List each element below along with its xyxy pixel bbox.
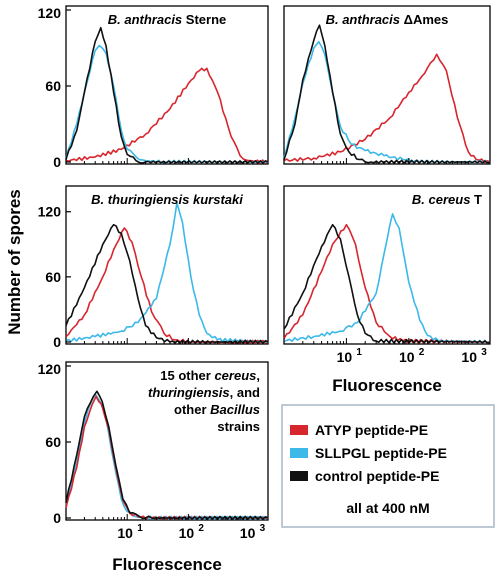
panel-4-xtick-exponent-2: 2 xyxy=(419,347,425,358)
legend-label-atyp: ATYP peptide-PE xyxy=(315,422,428,438)
legend-box xyxy=(281,404,495,528)
panel-1-title: B. anthracis Sterne xyxy=(108,12,227,27)
panel-2-series-2-line xyxy=(283,40,491,164)
panel-3-ytick-label-2: 60 xyxy=(45,269,61,285)
panel-frame-2 xyxy=(283,5,491,165)
panel-3-series-3-line xyxy=(65,223,269,344)
legend-label-control: control peptide-PE xyxy=(315,468,439,484)
legend-label-sllpgl: SLLPGL peptide-PE xyxy=(315,445,447,461)
legend-swatch-sllpgl xyxy=(290,448,308,458)
panel-5-xtick-label-1: 10 xyxy=(117,525,133,541)
panel-4-xtick-label-3: 10 xyxy=(461,349,477,365)
x-axis-label-bottom: Fluorescence xyxy=(112,555,222,574)
legend-swatch-control xyxy=(290,471,308,481)
panel-4-xtick-label-1: 10 xyxy=(337,349,353,365)
panel-5-xtick-label-3: 10 xyxy=(240,525,256,541)
panel-3-series-1-line xyxy=(65,227,269,344)
panel-4-title: B. cereus T xyxy=(412,192,482,207)
panel-3-plot: 0 60 120 B. thuringiensis kurstaki xyxy=(38,192,269,350)
y-axis-label: Number of spores xyxy=(5,189,24,334)
panel-4-xtick-exponent-1: 1 xyxy=(356,347,362,358)
panel-4-series-2-line xyxy=(283,213,491,344)
panel-5-xtick-exponent-3: 3 xyxy=(260,523,266,534)
panel-frame-3 xyxy=(65,185,269,345)
panel-5-title: 15 other cereus, xyxy=(160,368,260,383)
legend: ATYP peptide-PE SLLPGL peptide-PE contro… xyxy=(281,404,495,528)
panel-4-plot: 10 1 10 2 10 3B. cereus T xyxy=(283,192,491,365)
panel-3-title: B. thuringiensis kurstaki xyxy=(91,192,243,207)
panel-frame-5 xyxy=(65,361,269,521)
x-axis-label-right: Fluorescence xyxy=(332,376,442,395)
panel-1-ytick-label-2: 60 xyxy=(45,78,61,94)
panel-4-xtick-label-2: 10 xyxy=(399,349,415,365)
legend-swatch-atyp xyxy=(290,425,308,435)
panel-5-title: strains xyxy=(217,419,260,434)
panel-5-series-3-line xyxy=(65,390,269,520)
panel-5-xtick-exponent-2: 2 xyxy=(198,523,204,534)
panel-4-xtick-exponent-3: 3 xyxy=(481,347,487,358)
panel-5-ytick-label-2: 60 xyxy=(45,434,61,450)
panel-5-ytick-label-1: 0 xyxy=(53,510,61,526)
panel-2-series-1-line xyxy=(283,53,491,164)
panel-frame-1 xyxy=(65,5,269,165)
panel-1-ytick-label-1: 0 xyxy=(53,154,61,170)
panel-1-ytick-label-3: 120 xyxy=(38,5,62,21)
panel-3-series-2-line xyxy=(65,202,268,343)
panel-2-title: B. anthracis ΔAmes xyxy=(326,12,449,27)
panel-1-series-2-line xyxy=(65,44,269,164)
panel-5-xtick-label-2: 10 xyxy=(179,525,195,541)
panel-1-plot: 0 60 120 B. anthracis Sterne xyxy=(38,5,269,170)
panel-frame-4 xyxy=(283,185,491,345)
legend-note: all at 400 nM xyxy=(346,500,429,516)
panel-2-plot: B. anthracis ΔAmes xyxy=(283,12,491,164)
panel-3-ytick-label-3: 120 xyxy=(38,204,62,220)
panel-3-ytick-label-1: 0 xyxy=(53,334,61,350)
panel-5-ytick-label-3: 120 xyxy=(38,361,62,377)
panel-5-title: other Bacillus xyxy=(174,402,260,417)
panel-5-title: thuringiensis, and xyxy=(148,385,260,400)
panel-1-series-1-line xyxy=(65,67,269,164)
panel-5-xtick-exponent-1: 1 xyxy=(137,523,143,534)
